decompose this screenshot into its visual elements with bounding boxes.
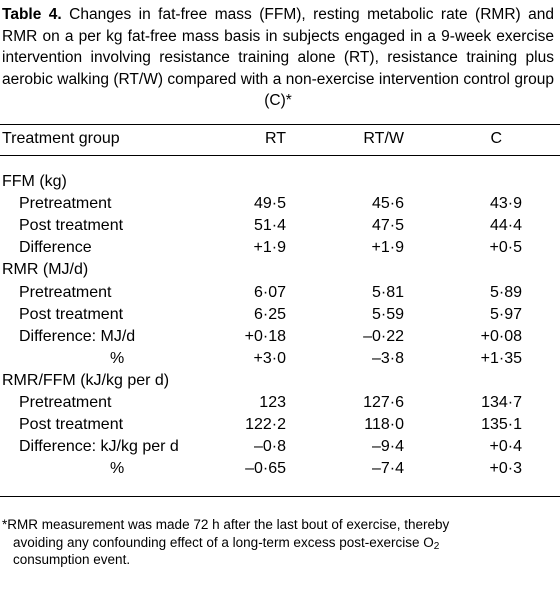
table-section-row: FFM (kg) bbox=[0, 171, 560, 193]
table-row: Difference: kJ/kg per d –0·8 –9·4 +0·4 bbox=[0, 436, 560, 458]
cell-rtw: 118·0 bbox=[364, 416, 404, 434]
cell-c: +1·35 bbox=[480, 349, 522, 367]
bottom-rule bbox=[0, 496, 560, 497]
row-label: Pretreatment bbox=[19, 394, 112, 411]
cell-rt: +3·0 bbox=[253, 349, 286, 367]
cell-rt: 123 bbox=[259, 394, 286, 411]
section-label: FFM (kg) bbox=[2, 173, 67, 190]
table-row: % –0·65 –7·4 +0·3 bbox=[0, 458, 560, 480]
row-label: Post treatment bbox=[19, 217, 124, 235]
cell-c: 134·7 bbox=[481, 394, 522, 411]
table-row: Pretreatment 123 127·6 134·7 bbox=[0, 392, 560, 414]
header-row: Treatment group RT RT/W C bbox=[0, 128, 560, 150]
table-section-row: RMR (MJ/d) bbox=[0, 259, 560, 281]
footnote-text-1: RMR measurement was made 72 h after the … bbox=[7, 517, 450, 532]
table-row: Post treatment 6·25 5·59 5·97 bbox=[0, 304, 560, 326]
footnote-line-1: *RMR measurement was made 72 h after the… bbox=[2, 516, 542, 534]
table-row: Pretreatment 49·5 45·6 43·9 bbox=[0, 193, 560, 215]
cell-c: 43·9 bbox=[489, 195, 522, 213]
header-rt: RT bbox=[264, 130, 286, 147]
footnote-mark: * bbox=[2, 517, 8, 532]
cell-rtw: 5·59 bbox=[371, 305, 404, 323]
row-label: % bbox=[110, 460, 125, 478]
cell-rtw: –0·22 bbox=[363, 327, 404, 345]
row-label: % bbox=[110, 349, 125, 367]
footnote-line-3: consumption event. bbox=[13, 552, 131, 567]
row-label: Post treatment bbox=[19, 416, 124, 434]
cell-c: +0·08 bbox=[480, 327, 522, 345]
cell-c: 135·1 bbox=[481, 416, 522, 434]
cell-rt: 6·07 bbox=[253, 283, 286, 301]
cell-c: 5·89 bbox=[489, 283, 522, 301]
table-label: Table 4. bbox=[2, 6, 62, 23]
cell-c: +0·5 bbox=[489, 239, 522, 257]
table-row: Post treatment 122·2 118·0 135·1 bbox=[0, 414, 560, 436]
cell-rt: +1·9 bbox=[253, 239, 286, 257]
cell-c: 44·4 bbox=[489, 217, 522, 235]
table-row: Pretreatment 6·07 5·81 5·89 bbox=[0, 282, 560, 304]
row-label: Pretreatment bbox=[19, 283, 112, 301]
footnote-subscript: 2 bbox=[433, 540, 440, 552]
cell-c: +0·3 bbox=[489, 460, 522, 478]
section-label: RMR/FFM (kJ/kg per d) bbox=[2, 371, 170, 389]
footnote: *RMR measurement was made 72 h after the… bbox=[2, 516, 542, 569]
cell-rtw: 47·5 bbox=[371, 217, 404, 235]
cell-rtw: 45·6 bbox=[371, 195, 404, 213]
header-rtw: RT/W bbox=[363, 130, 404, 147]
cell-rt: –0·65 bbox=[245, 460, 286, 478]
table-row: Difference +1·9 +1·9 +0·5 bbox=[0, 237, 560, 259]
footnote-line-2: avoiding any confounding effect of a lon… bbox=[2, 534, 542, 552]
cell-rt: –0·8 bbox=[253, 438, 286, 456]
cell-rtw: –9·4 bbox=[371, 438, 404, 456]
cell-rtw: –7·4 bbox=[371, 460, 404, 478]
caption-text: Changes in fat-free mass (FFM), resting … bbox=[2, 6, 554, 109]
header-rule bbox=[0, 155, 560, 156]
row-label: Difference: kJ/kg per d bbox=[19, 438, 179, 456]
section-label: RMR (MJ/d) bbox=[2, 261, 89, 279]
header-treatment-group: Treatment group bbox=[2, 130, 120, 147]
cell-rt: 122·2 bbox=[245, 416, 286, 434]
cell-c: +0·4 bbox=[489, 438, 522, 456]
cell-rtw: 127·6 bbox=[363, 394, 404, 411]
cell-c: 5·97 bbox=[489, 305, 522, 323]
row-label: Difference bbox=[19, 239, 92, 257]
table-row: % +3·0 –3·8 +1·35 bbox=[0, 348, 560, 370]
row-label: Post treatment bbox=[19, 305, 124, 323]
cell-rt: 49·5 bbox=[253, 195, 286, 213]
table-row: Post treatment 51·4 47·5 44·4 bbox=[0, 215, 560, 237]
table-caption: Table 4. Changes in fat-free mass (FFM),… bbox=[2, 4, 554, 112]
cell-rtw: +1·9 bbox=[371, 239, 404, 257]
row-label: Difference: MJ/d bbox=[19, 327, 136, 345]
row-label: Pretreatment bbox=[19, 195, 112, 213]
cell-rtw: –3·8 bbox=[371, 349, 404, 367]
cell-rt: 6·25 bbox=[253, 305, 286, 323]
table-row: Difference: MJ/d +0·18 –0·22 +0·08 bbox=[0, 326, 560, 348]
cell-rt: +0·18 bbox=[244, 327, 286, 345]
table-section-row: RMR/FFM (kJ/kg per d) bbox=[0, 370, 560, 392]
footnote-text-2: avoiding any confounding effect of a lon… bbox=[13, 534, 434, 550]
cell-rtw: 5·81 bbox=[371, 283, 404, 301]
top-rule bbox=[0, 124, 560, 125]
header-c: C bbox=[490, 130, 502, 147]
cell-rt: 51·4 bbox=[253, 217, 286, 235]
